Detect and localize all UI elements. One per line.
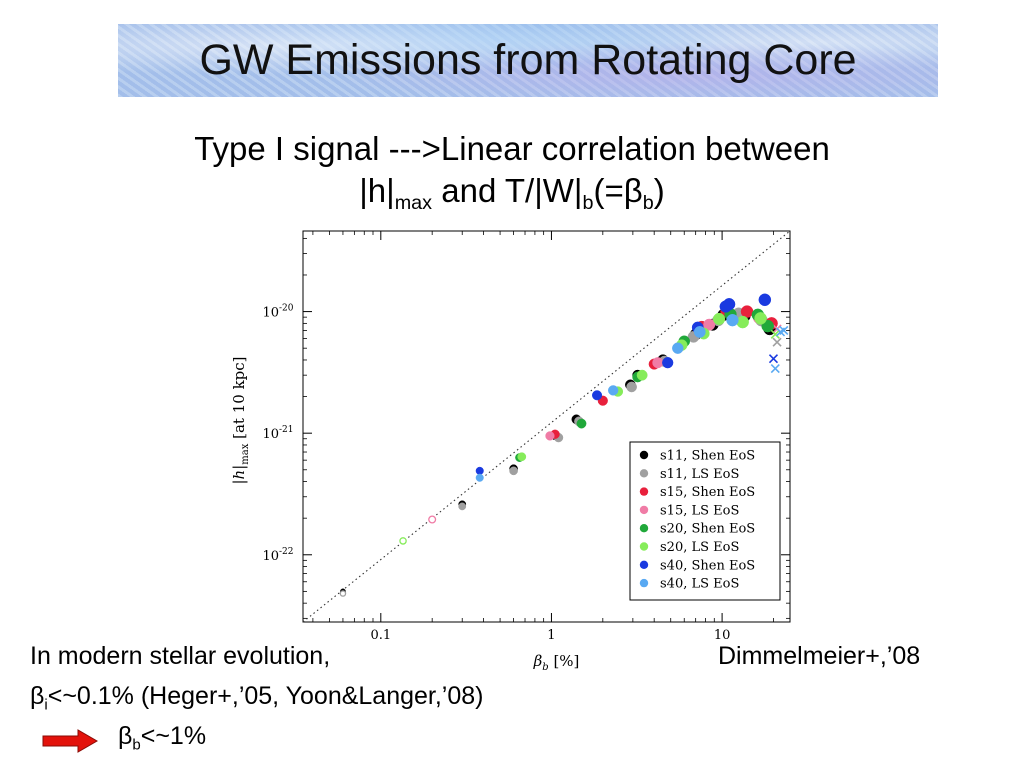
linear-fit-line	[302, 230, 791, 623]
legend-marker	[639, 450, 649, 460]
tw-ratio-text: and T/|W|	[432, 172, 583, 209]
beta-i-subscript: i	[44, 696, 48, 714]
beta-b-text: <~1%	[140, 722, 207, 750]
stellar-evolution-text: In modern stellar evolution,	[30, 642, 331, 670]
legend-label: s11, Shen EoS	[660, 449, 755, 464]
x-axis-label: βb [%]	[533, 652, 580, 673]
legend-label: s40, Shen EoS	[660, 558, 755, 573]
legend-marker	[639, 578, 649, 588]
data-point	[608, 385, 619, 396]
legend-label: s20, LS EoS	[660, 540, 739, 555]
legend-box	[629, 441, 781, 601]
data-point	[713, 312, 726, 326]
data-point	[758, 293, 772, 307]
data-point-cross	[768, 354, 779, 364]
scatter-plot-figure: 0.1 1 10 10-22 10-21 10-20 s11, Shen EoS s11, L…	[222, 222, 808, 682]
legend-marker	[639, 560, 649, 569]
legend-label: s15, Shen EoS	[660, 485, 755, 500]
x-tick-label: 10	[714, 628, 731, 643]
data-point-cross	[770, 363, 780, 374]
data-point	[458, 502, 467, 511]
legend-marker	[639, 542, 649, 551]
subtitle-line-2: |h|max and T/|W|b(=βb)	[0, 172, 1024, 215]
data-point	[662, 357, 674, 369]
data-point	[723, 298, 736, 311]
data-point	[592, 390, 603, 401]
data-point	[399, 537, 407, 545]
closing-paren: )	[653, 172, 665, 209]
subtitle-line-1: Type I signal --->Linear correlation bet…	[194, 130, 830, 167]
data-point	[636, 369, 648, 381]
data-point-cross	[772, 337, 782, 347]
tw-ratio-subscript: b	[582, 191, 594, 214]
data-point	[726, 313, 739, 327]
data-point	[754, 312, 767, 325]
legend-marker	[639, 487, 649, 496]
beta-b-subscript: b	[132, 736, 141, 754]
y-axis-label: |h|max [at 10 kpc]	[230, 356, 251, 484]
data-point	[428, 515, 437, 524]
data-point	[517, 452, 527, 462]
data-point	[703, 318, 716, 331]
legend-label: s20, Shen EoS	[660, 522, 755, 537]
beta-b-symbol: β	[118, 722, 133, 750]
legend-label: s11, LS EoS	[660, 467, 739, 482]
beta-subscript: b	[642, 191, 654, 214]
slide-title: GW Emissions from Rotating Core	[199, 36, 857, 84]
right-arrow-icon	[42, 729, 98, 753]
y-tick-label: 10-22	[262, 547, 293, 564]
data-point	[475, 466, 484, 475]
legend-marker	[639, 524, 649, 533]
beta-i-statement: βi<~0.1% (Heger+,’05, Yoon&Langer,’08)	[30, 682, 484, 713]
data-point	[652, 357, 664, 369]
h-max-symbol: |h|	[359, 172, 395, 209]
data-point	[736, 315, 749, 329]
data-point	[545, 431, 555, 441]
x-tick-label: 1	[547, 628, 555, 643]
y-tick-label: 10-21	[262, 425, 293, 442]
data-point	[339, 590, 347, 597]
beta-text: (=β	[593, 172, 643, 209]
data-point	[693, 326, 706, 338]
data-point	[509, 466, 518, 476]
legend-label: s40, LS EoS	[660, 577, 739, 592]
legend-label: s15, LS EoS	[660, 503, 739, 518]
beta-b-statement: βb<~1%	[118, 722, 206, 753]
legend-marker	[639, 469, 649, 478]
scatter-plot: 0.1 1 10 10-22 10-21 10-20 s11, Shen EoS s11, L…	[230, 230, 791, 673]
data-point	[740, 305, 754, 318]
legend-marker	[639, 505, 649, 515]
h-max-subscript: max	[394, 191, 433, 214]
title-banner: GW Emissions from Rotating Core	[118, 24, 938, 97]
x-tick-label: 0.1	[370, 628, 391, 643]
beta-i-symbol: β	[30, 682, 45, 710]
beta-i-text: <~0.1% (Heger+,’05, Yoon&Langer,’08)	[47, 682, 484, 710]
data-point-cross	[779, 325, 789, 335]
data-point	[761, 319, 774, 333]
data-point	[475, 473, 484, 482]
data-point-cross	[770, 329, 780, 339]
data-point	[672, 342, 684, 354]
y-tick-label: 10-20	[262, 304, 293, 321]
data-point	[626, 381, 637, 393]
citation-text: Dimmelmeier+,’08	[718, 642, 921, 670]
data-point	[576, 418, 587, 429]
